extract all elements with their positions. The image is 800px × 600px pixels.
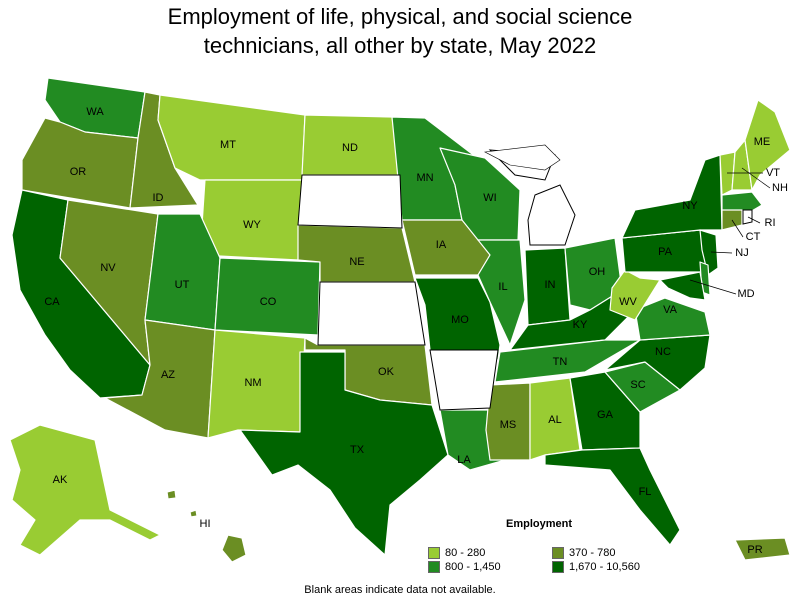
map-title: Employment of life, physical, and social… <box>0 2 800 60</box>
legend-label-bin-4: 1,670 - 10,560 <box>569 561 640 573</box>
state-label-co: CO <box>260 296 277 308</box>
leader-line-md <box>689 279 737 295</box>
state-label-mt: MT <box>220 139 236 151</box>
legend-swatch-bin-1 <box>428 547 440 559</box>
legend-item-bin-1: 80 - 280 <box>428 546 485 560</box>
state-nj <box>699 229 719 276</box>
state-label-il: IL <box>498 281 507 293</box>
leader-line-nj <box>710 251 733 254</box>
state-label-mo: MO <box>451 314 469 326</box>
state-label-nd: ND <box>342 142 358 154</box>
state-label-ok: OK <box>378 366 395 378</box>
state-label-ne: NE <box>349 256 364 268</box>
legend-item-bin-4: 1,670 - 10,560 <box>552 560 640 574</box>
legend-swatch-bin-3 <box>428 561 440 573</box>
state-ny <box>621 154 723 239</box>
state-label-tn: TN <box>553 356 568 368</box>
state-label-nh: NH <box>772 182 788 194</box>
legend-label-bin-3: 800 - 1,450 <box>445 561 501 573</box>
state-label-pr: PR <box>747 544 762 556</box>
state-label-nj: NJ <box>735 247 748 259</box>
state-label-la: LA <box>457 454 471 466</box>
state-label-ak: AK <box>53 474 68 486</box>
state-mo <box>414 277 501 361</box>
state-hi <box>166 489 247 563</box>
state-md <box>659 271 706 301</box>
state-ak <box>9 424 161 556</box>
state-label-va: VA <box>663 304 678 316</box>
state-ga <box>569 371 641 451</box>
state-ma <box>721 191 763 213</box>
state-fl <box>544 447 681 546</box>
state-label-nm: NM <box>244 377 261 389</box>
state-label-in: IN <box>545 279 556 291</box>
state-label-ky: KY <box>573 319 588 331</box>
state-label-ms: MS <box>500 419 517 431</box>
state-mt <box>157 94 306 181</box>
state-label-tx: TX <box>350 444 365 456</box>
state-label-vt: VT <box>766 167 780 179</box>
state-pr <box>734 537 791 561</box>
state-label-wa: WA <box>86 106 104 118</box>
legend-label-bin-2: 370 - 780 <box>569 547 616 559</box>
leader-line-ri <box>747 216 761 224</box>
state-label-ca: CA <box>44 296 60 308</box>
state-il <box>477 239 526 346</box>
state-label-ia: IA <box>436 239 447 251</box>
legend-item-bin-3: 800 - 1,450 <box>428 560 501 574</box>
state-label-md: MD <box>737 288 754 300</box>
state-label-wi: WI <box>483 192 496 204</box>
state-label-oh: OH <box>589 266 606 278</box>
state-tx <box>239 351 449 556</box>
state-label-mn: MN <box>416 172 433 184</box>
state-label-wv: WV <box>619 296 637 308</box>
state-label-ut: UT <box>175 279 190 291</box>
legend-swatch-bin-4 <box>552 561 564 573</box>
state-label-id: ID <box>153 192 164 204</box>
title-line-1: Employment of life, physical, and social… <box>167 4 633 29</box>
state-label-fl: FL <box>639 486 652 498</box>
state-ar <box>429 349 499 411</box>
state-label-nc: NC <box>655 346 671 358</box>
state-sd <box>297 174 403 229</box>
state-label-al: AL <box>548 414 561 426</box>
state-ms <box>485 382 531 461</box>
legend-title: Employment <box>506 518 573 530</box>
leader-line-ct <box>731 219 744 238</box>
leader-line-nh <box>741 167 771 189</box>
state-label-wy: WY <box>243 219 261 231</box>
title-line-2: technicians, all other by state, May 202… <box>203 33 597 58</box>
state-label-ct: CT <box>746 231 761 243</box>
state-label-az: AZ <box>161 369 175 381</box>
state-va <box>634 297 711 341</box>
state-label-nv: NV <box>100 262 116 274</box>
state-ks <box>317 281 426 346</box>
state-ri <box>742 209 753 225</box>
footnote: Blank areas indicate data not available. <box>304 584 496 596</box>
state-me <box>744 99 791 191</box>
legend-swatch-bin-2 <box>552 547 564 559</box>
state-label-sc: SC <box>630 379 645 391</box>
state-label-hi: HI <box>200 518 211 530</box>
state-label-me: ME <box>754 136 771 148</box>
state-label-or: OR <box>70 166 87 178</box>
state-label-ga: GA <box>597 409 614 421</box>
state-label-pa: PA <box>658 246 673 258</box>
state-tn <box>494 339 641 383</box>
legend-item-bin-2: 370 - 780 <box>552 546 615 560</box>
state-label-ny: NY <box>682 200 698 212</box>
legend-label-bin-1: 80 - 280 <box>445 547 486 559</box>
great-lakes-outline <box>483 144 561 171</box>
state-label-ri: RI <box>765 217 776 229</box>
